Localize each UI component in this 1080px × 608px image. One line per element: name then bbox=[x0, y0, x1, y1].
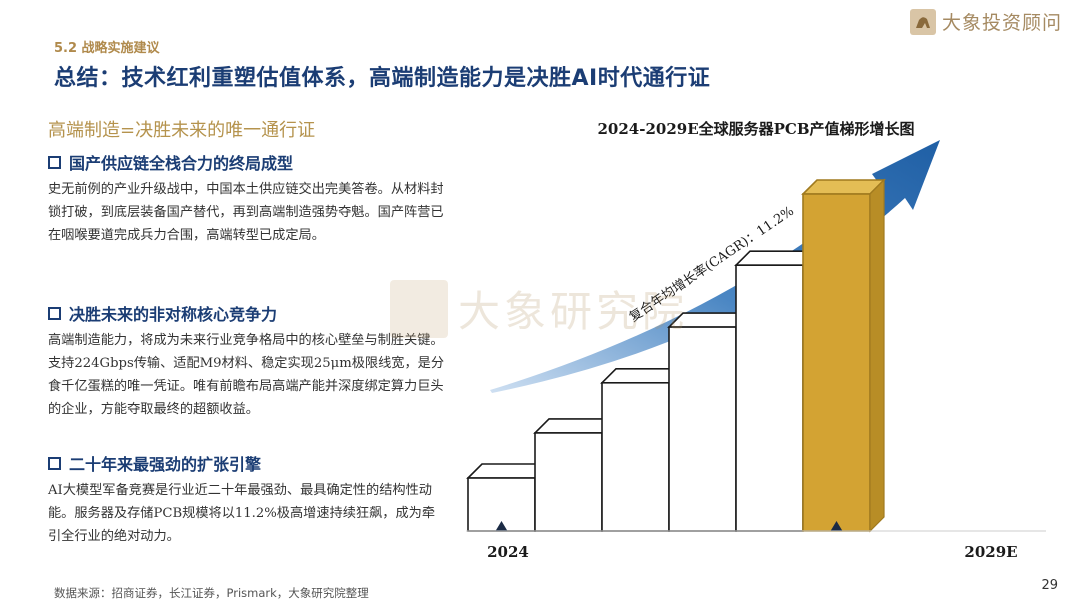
highlight-label-line2: 257.3亿美元 bbox=[949, 344, 1031, 360]
brand-name: 大象投资顾问 bbox=[941, 12, 1062, 34]
point-3-heading-row: 二十年来最强劲的扩张引擎 bbox=[48, 451, 448, 475]
point-3: 二十年来最强劲的扩张引擎 AI大模型军备竞赛是行业近二十年最强劲、最具确定性的结… bbox=[48, 451, 448, 548]
step-front-2028 bbox=[735, 264, 804, 532]
step-bar-2027 bbox=[667, 312, 752, 532]
x-label-end: 2029E bbox=[964, 543, 1017, 561]
step-side-2029E bbox=[869, 178, 885, 533]
year-marker-2029E bbox=[830, 521, 843, 531]
left-subtitle: 高端制造=决胜未来的唯一通行证 bbox=[48, 120, 316, 141]
highlight-label-line1: 产值规模至： bbox=[948, 308, 1032, 324]
page-number: 29 bbox=[1041, 578, 1058, 593]
point-2: 决胜未来的非对称核心竞争力 高端制造能力，将成为未来行业竞争格局中的核心壁垒与制… bbox=[48, 301, 448, 421]
step-front-2027 bbox=[668, 326, 737, 532]
point-1: 国产供应链全栈合力的终局成型 史无前例的产业升级战中，中国本土供应链交出完美答卷… bbox=[48, 150, 448, 247]
point-2-body: 高端制造能力，将成为未来行业竞争格局中的核心壁垒与制胜关键。支持224Gbps传… bbox=[48, 333, 445, 417]
step-bar-2028 bbox=[734, 250, 819, 532]
section-label: 5.2 战略实施建议 bbox=[54, 41, 160, 56]
point-1-heading-row: 国产供应链全栈合力的终局成型 bbox=[48, 150, 448, 174]
point-1-body: 史无前例的产业升级战中，中国本土供应链交出完美答卷。从材料封锁打破，到底层装备国… bbox=[48, 182, 444, 243]
point-2-heading-row: 决胜未来的非对称核心竞争力 bbox=[48, 301, 448, 325]
step-bar-2024 bbox=[466, 463, 551, 532]
year-marker-2024 bbox=[495, 521, 508, 531]
point-2-heading: 决胜未来的非对称核心竞争力 bbox=[69, 305, 278, 324]
square-bullet-icon bbox=[48, 155, 61, 169]
point-1-heading: 国产供应链全栈合力的终局成型 bbox=[69, 154, 294, 173]
step-bar-2029E bbox=[801, 178, 886, 533]
point-3-body: AI大模型军备竞赛是行业近二十年最强劲、最具确定性的结构性动能。服务器及存储PC… bbox=[48, 483, 436, 544]
square-bullet-icon bbox=[48, 456, 61, 470]
step-front-2025 bbox=[534, 432, 603, 532]
page-title: 总结：技术红利重塑估值体系，高端制造能力是决胜AI时代通行证 bbox=[54, 66, 711, 91]
elephant-logo-icon bbox=[909, 8, 936, 35]
step-bar-2026 bbox=[600, 367, 685, 532]
data-source: 数据来源：招商证券，长江证券，Prismark，大象研究院整理 bbox=[54, 586, 369, 600]
step-front-2029E bbox=[802, 193, 871, 532]
square-bullet-icon bbox=[48, 306, 61, 320]
step-bar-2025 bbox=[533, 418, 618, 532]
step-front-2026 bbox=[601, 381, 670, 532]
chart-title: 2024-2029E全球服务器PCB产值梯形增长图 bbox=[597, 120, 914, 138]
brand-logo: 大象投资顾问 bbox=[909, 8, 1062, 35]
x-label-start: 2024 bbox=[487, 543, 529, 561]
growth-arrow bbox=[490, 140, 940, 393]
point-3-heading: 二十年来最强劲的扩张引擎 bbox=[69, 455, 262, 474]
